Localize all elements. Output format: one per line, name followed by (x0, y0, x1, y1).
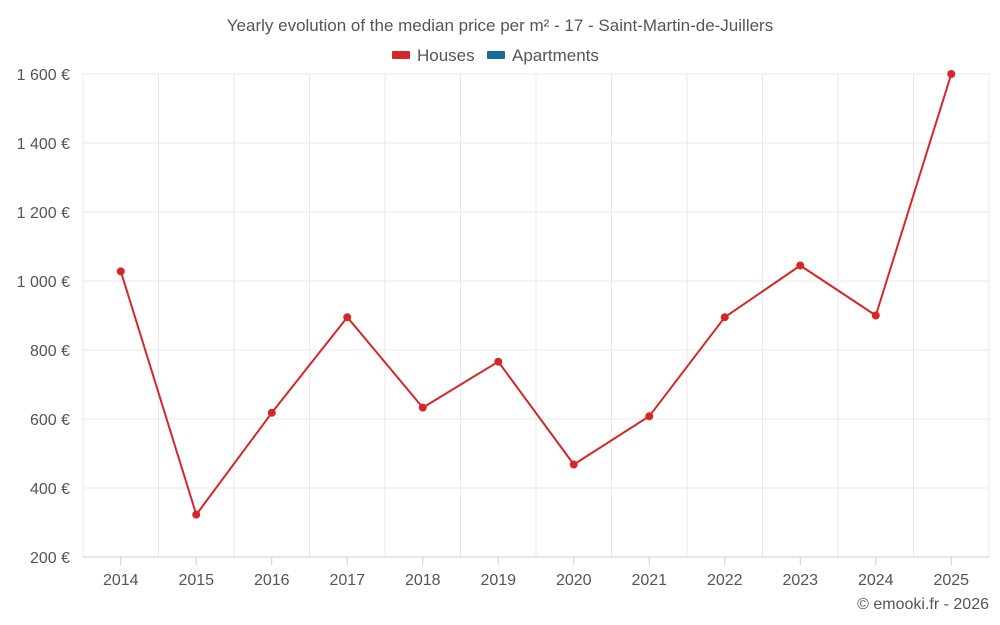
legend-item-apartments[interactable]: Apartments (487, 46, 599, 65)
data-point-houses-2021[interactable] (645, 412, 654, 421)
y-tick-label: 1 200 € (17, 205, 70, 222)
y-tick-label: 800 € (30, 343, 70, 360)
x-tick-label: 2024 (858, 572, 894, 589)
x-tick-label: 2023 (782, 572, 818, 589)
data-point-houses-2023[interactable] (796, 261, 805, 270)
data-point-houses-2018[interactable] (418, 403, 427, 412)
credit-text: © emooki.fr - 2026 (857, 596, 989, 613)
x-tick-label: 2021 (631, 572, 667, 589)
x-tick-label: 2016 (254, 572, 290, 589)
data-point-houses-2022[interactable] (720, 313, 729, 322)
x-tick-label: 2025 (933, 572, 969, 589)
y-tick-label: 200 € (30, 550, 70, 567)
legend-swatch-apartments (487, 51, 505, 59)
x-tick-label: 2018 (405, 572, 441, 589)
y-tick-label: 400 € (30, 481, 70, 498)
series-line-houses (119, 73, 953, 516)
data-point-houses-2025[interactable] (947, 70, 956, 78)
data-point-houses-2016[interactable] (267, 408, 276, 417)
data-point-houses-2015[interactable] (192, 510, 201, 519)
x-tick-label: 2017 (329, 572, 365, 589)
axes: 200 € 400 € 600 € 800 € 1 000 € 1 200 € 1 400 … (17, 67, 989, 589)
y-tick-label: 600 € (30, 412, 70, 429)
x-tick-label: 2019 (480, 572, 516, 589)
legend-item-houses[interactable]: Houses (392, 46, 475, 65)
y-tick-label: 1 600 € (17, 67, 70, 84)
data-point-houses-2019[interactable] (494, 357, 503, 366)
gridlines (82, 73, 990, 557)
data-point-houses-2017[interactable] (343, 313, 352, 322)
x-tick-label: 2015 (178, 572, 214, 589)
x-tick-label: 2014 (103, 572, 139, 589)
y-tick-label: 1 400 € (17, 136, 70, 153)
legend: Houses Apartments (392, 46, 599, 65)
legend-label-houses: Houses (417, 46, 475, 65)
legend-swatch-houses (392, 51, 410, 59)
data-point-houses-2020[interactable] (569, 460, 578, 469)
y-tick-label: 1 000 € (17, 274, 70, 291)
series-houses (116, 70, 956, 519)
x-tick-label: 2022 (707, 572, 743, 589)
chart-title: Yearly evolution of the median price per… (227, 16, 773, 35)
x-tick-label: 2020 (556, 572, 592, 589)
data-point-houses-2024[interactable] (871, 311, 880, 320)
data-point-houses-2014[interactable] (116, 267, 125, 276)
legend-label-apartments: Apartments (512, 46, 599, 65)
